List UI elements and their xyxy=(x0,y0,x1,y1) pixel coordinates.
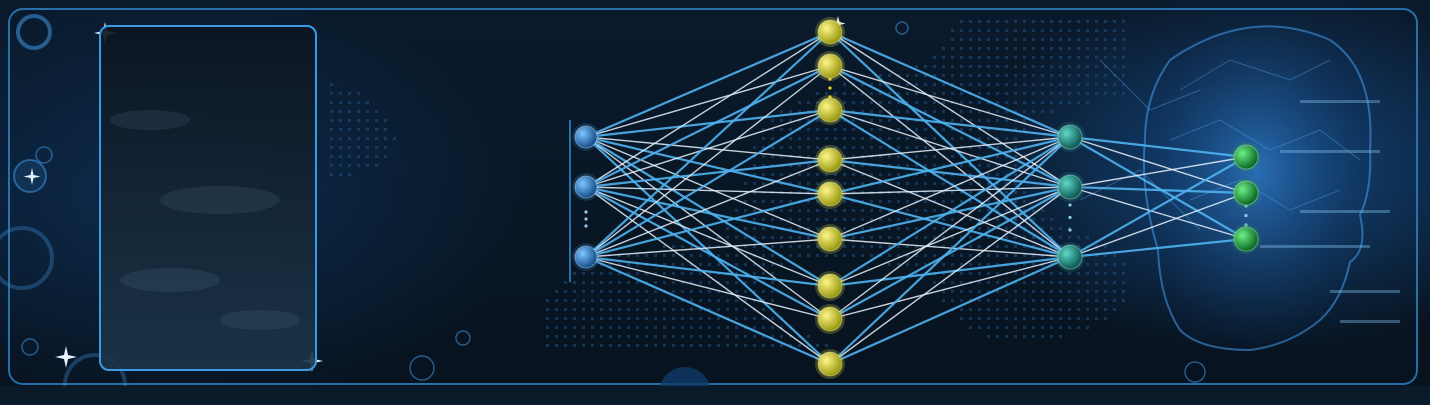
bottom-strip xyxy=(0,386,1430,405)
ellipsis-dot xyxy=(1244,223,1248,227)
connection-line xyxy=(829,65,1071,258)
ellipsis-dot xyxy=(1068,203,1072,207)
ellipsis-dot xyxy=(584,217,588,221)
connection-line xyxy=(585,158,831,189)
hidden-2-node xyxy=(1055,172,1085,202)
connection-line xyxy=(1069,185,1247,195)
ellipsis-dot xyxy=(1068,215,1072,220)
connection-line xyxy=(829,109,1071,258)
connection-line xyxy=(829,186,1071,287)
ellipsis-dot xyxy=(1244,204,1248,208)
input-node xyxy=(572,173,600,201)
connection-line xyxy=(585,186,831,287)
connection-line xyxy=(829,255,1071,366)
connection-line xyxy=(585,31,831,258)
connection-line xyxy=(585,65,831,138)
connection-line xyxy=(585,159,831,258)
empty-frame-panel xyxy=(99,25,317,371)
connection-line xyxy=(829,186,1071,320)
connection-line xyxy=(829,256,1071,320)
hidden-2-node xyxy=(1055,242,1085,272)
connection-line xyxy=(829,158,1071,189)
connection-line xyxy=(829,136,1071,365)
connection-line xyxy=(585,30,831,139)
dotted-map-texture xyxy=(330,20,1125,347)
output-node xyxy=(1231,178,1261,208)
connection-line xyxy=(829,185,1071,241)
connection-line xyxy=(585,255,831,366)
ellipsis-dot xyxy=(828,77,832,81)
connection-line xyxy=(585,31,831,188)
connection-line xyxy=(585,109,831,188)
hidden-2-node xyxy=(1055,122,1085,152)
connection-line xyxy=(829,192,1071,259)
network-connections xyxy=(585,30,1247,366)
hidden-1-node xyxy=(815,304,845,334)
hidden-1-node xyxy=(815,271,845,301)
connection-line xyxy=(1069,136,1247,240)
connection-line xyxy=(585,108,831,139)
connection-line xyxy=(1069,156,1247,188)
ellipsis-dot xyxy=(584,210,588,214)
hidden-1-node xyxy=(815,224,845,254)
layer-ellipsis-marks xyxy=(584,77,1248,232)
network-nodes xyxy=(572,17,1261,379)
connection-line xyxy=(585,186,831,320)
connection-line xyxy=(585,136,831,240)
connection-line xyxy=(829,136,1071,161)
connection-line xyxy=(829,136,1071,240)
connection-line xyxy=(1069,135,1247,159)
connection-line xyxy=(585,65,831,188)
ellipsis-dot xyxy=(584,224,588,228)
output-node xyxy=(1231,224,1261,254)
connection-line xyxy=(829,31,1071,258)
ellipsis-dot xyxy=(828,86,832,90)
ellipsis-dot xyxy=(1068,228,1072,232)
connection-line xyxy=(585,186,831,365)
connection-line xyxy=(829,135,1071,196)
hidden-1-node xyxy=(815,95,845,125)
ellipsis-dot xyxy=(1244,213,1248,218)
connection-line xyxy=(829,186,1071,365)
input-node xyxy=(572,123,600,151)
connection-line xyxy=(585,192,831,259)
connection-line xyxy=(829,30,1071,139)
connection-line xyxy=(585,109,831,258)
hidden-1-node xyxy=(815,349,845,379)
connection-line xyxy=(585,185,831,241)
connection-line xyxy=(585,256,831,320)
ellipsis-dot xyxy=(828,95,832,99)
connection-line xyxy=(1069,156,1247,258)
connection-line xyxy=(829,136,1071,287)
connection-line xyxy=(829,65,1071,138)
connection-line xyxy=(829,255,1071,288)
output-node xyxy=(1231,142,1261,172)
hidden-1-node xyxy=(815,17,845,47)
connection-line xyxy=(1069,192,1247,258)
connection-line xyxy=(829,238,1071,258)
hidden-1-node xyxy=(815,179,845,209)
hidden-1-node xyxy=(815,145,845,175)
connection-line xyxy=(829,136,1071,320)
hidden-1-node xyxy=(815,51,845,81)
connection-line xyxy=(1069,186,1247,240)
connection-line xyxy=(585,136,831,365)
connection-line xyxy=(829,186,1071,195)
connection-line xyxy=(585,255,831,288)
connection-line xyxy=(829,108,1071,139)
connection-line xyxy=(829,159,1071,258)
connection-line xyxy=(1069,136,1247,194)
connection-line xyxy=(585,186,831,195)
connection-line xyxy=(1069,237,1247,259)
connection-line xyxy=(585,135,831,196)
connection-line xyxy=(585,65,831,258)
outer-frame xyxy=(8,8,1418,385)
input-node xyxy=(572,243,600,271)
connection-line xyxy=(585,238,831,258)
